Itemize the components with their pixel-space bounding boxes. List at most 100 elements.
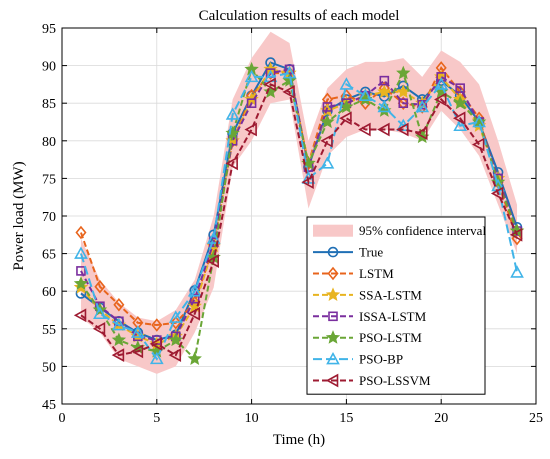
data-point — [379, 75, 390, 86]
legend-label: ISSA-LSTM — [359, 309, 427, 324]
data-point — [244, 122, 257, 137]
data-point — [396, 65, 411, 80]
data-point — [75, 225, 87, 240]
data-point — [149, 351, 164, 365]
legend-box — [306, 216, 486, 395]
y-tick-label: 90 — [42, 60, 56, 75]
legend-marker — [328, 311, 338, 322]
x-tick-label: 15 — [339, 411, 353, 426]
data-point — [472, 114, 486, 128]
y-tick-label: 95 — [42, 22, 56, 37]
data-point — [509, 227, 523, 242]
legend-marker — [327, 266, 339, 281]
y-tick-label: 85 — [42, 97, 56, 112]
data-point — [471, 137, 485, 152]
data-point — [434, 92, 447, 107]
data-point — [187, 284, 202, 297]
y-tick-label: 50 — [42, 360, 56, 375]
legend-swatch-band — [313, 224, 353, 237]
data-point — [415, 126, 428, 141]
data-point — [377, 99, 392, 113]
y-tick-label: 70 — [42, 210, 56, 225]
data-point — [490, 186, 504, 201]
data-point — [510, 265, 524, 278]
data-point — [93, 306, 107, 320]
y-axis-label: Power load (MW) — [11, 161, 27, 270]
data-point — [320, 114, 335, 129]
legend: 95% confidence interval True LSTM SSA-LSTM I… — [306, 216, 486, 395]
data-point — [453, 118, 468, 132]
series-line — [80, 71, 519, 361]
y-tick-label: 65 — [42, 248, 56, 263]
x-tick-label: 5 — [153, 411, 160, 426]
data-point — [434, 77, 449, 90]
data-point — [397, 96, 409, 110]
data-point — [112, 317, 126, 331]
data-point — [452, 111, 466, 126]
data-point — [168, 332, 183, 347]
data-point — [206, 231, 221, 244]
data-point — [225, 156, 238, 171]
x-axis-label: Time (h) — [273, 432, 325, 448]
data-point — [206, 254, 219, 268]
data-point — [94, 279, 106, 294]
legend-label: PSO-LSTM — [359, 330, 422, 345]
data-point — [76, 266, 86, 276]
data-point — [398, 98, 409, 108]
data-point — [244, 69, 259, 83]
x-tick-label: 25 — [529, 411, 543, 426]
data-point — [92, 321, 106, 336]
y-tick-label: 45 — [42, 398, 56, 413]
data-point — [358, 88, 373, 101]
data-point — [170, 316, 182, 330]
data-point — [339, 111, 352, 126]
data-point — [322, 102, 333, 112]
legend-marker — [327, 246, 339, 258]
data-point — [111, 332, 127, 347]
data-point — [452, 95, 468, 110]
data-point — [187, 351, 202, 365]
data-point — [113, 297, 125, 312]
y-tick-label: 80 — [42, 135, 56, 150]
data-point — [282, 85, 295, 99]
data-point — [130, 325, 145, 338]
data-point — [225, 107, 240, 120]
legend-label: PSO-LSSVM — [359, 373, 431, 388]
data-point — [455, 83, 465, 93]
data-point — [320, 133, 333, 148]
data-point — [415, 99, 430, 113]
data-point — [263, 77, 276, 92]
data-point — [73, 308, 87, 323]
data-point — [377, 84, 392, 99]
legend-label: SSA-LSTM — [359, 287, 422, 302]
data-point — [73, 276, 89, 290]
data-point — [246, 98, 257, 108]
data-point — [130, 344, 144, 359]
legend-marker — [325, 287, 341, 302]
data-point — [301, 175, 314, 190]
data-point — [320, 156, 335, 169]
data-point — [168, 310, 183, 323]
legend-label: 95% confidence interval — [359, 223, 486, 238]
data-point — [74, 246, 88, 259]
data-point — [189, 293, 200, 304]
data-point — [396, 122, 409, 137]
series-pso-bp — [74, 65, 524, 365]
legend-label: LSTM — [359, 266, 394, 281]
series-pso-lssvm — [73, 77, 523, 362]
data-point — [225, 125, 240, 140]
legend-label: True — [359, 245, 383, 260]
legend-marker — [325, 330, 341, 344]
data-point — [111, 348, 125, 362]
data-point — [436, 72, 447, 82]
x-tick-label: 10 — [245, 411, 259, 426]
data-point — [187, 306, 201, 321]
data-point — [151, 318, 163, 332]
legend-label: PSO-BP — [359, 352, 403, 367]
legend-marker — [326, 351, 340, 365]
x-tick-label: 0 — [59, 411, 66, 426]
data-point — [377, 122, 390, 137]
data-point — [282, 65, 297, 79]
